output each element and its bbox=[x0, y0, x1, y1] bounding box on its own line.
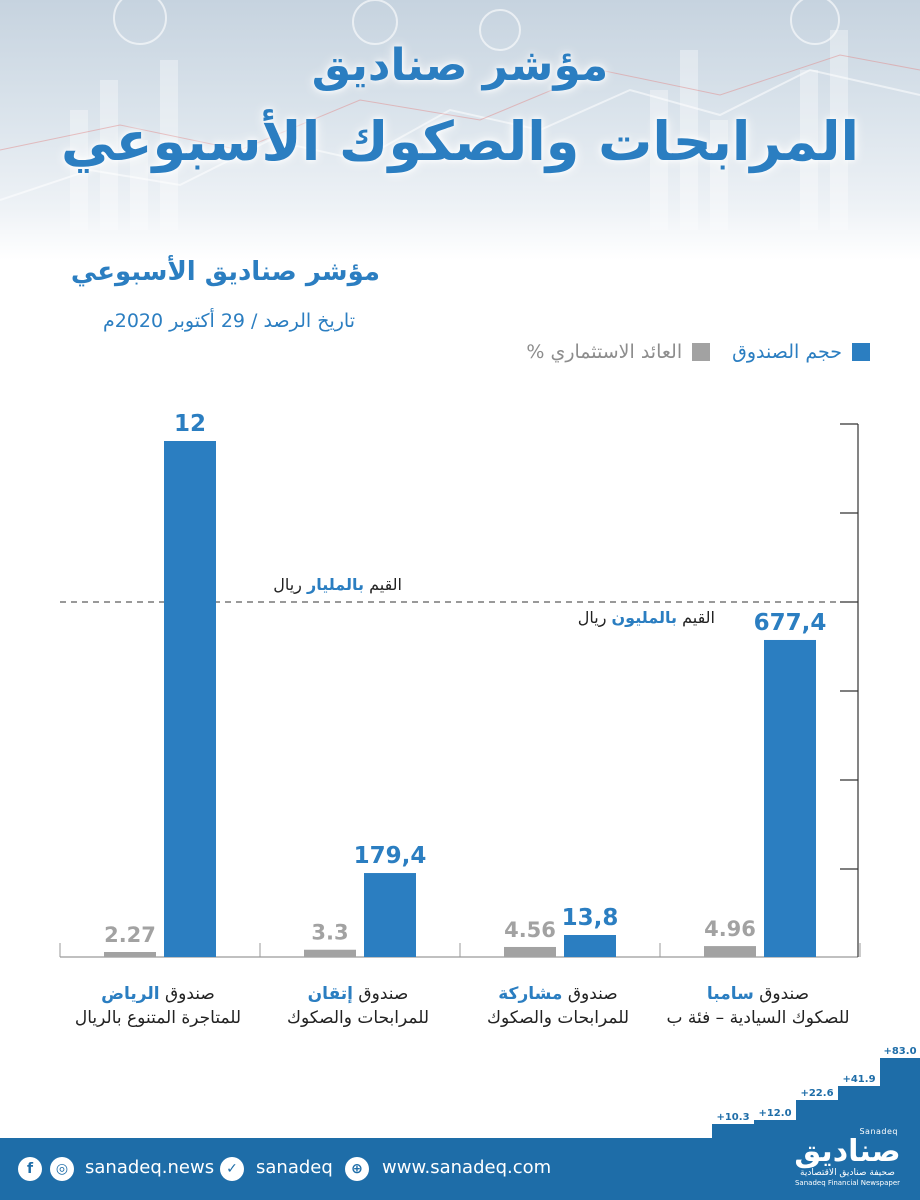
logo-tagline-en: Sanadeq Financial Newspaper bbox=[794, 1179, 901, 1187]
return-bar-label: 4.96 bbox=[704, 917, 756, 941]
fund-label-riyad-name: الرياض bbox=[101, 984, 160, 1004]
hero-banner: مؤشر صناديق المرابحات والصكوك الأسبوعي bbox=[0, 0, 920, 260]
fund-size-bar bbox=[364, 873, 416, 957]
scale-note-billion-unit: بالمليار bbox=[306, 575, 365, 594]
twitter-handle[interactable]: sanadeq bbox=[256, 1157, 333, 1178]
fund-label-musharaka-prefix: صندوق bbox=[567, 984, 618, 1004]
fund-size-bar bbox=[764, 639, 816, 957]
social-handle[interactable]: sanadeq.news bbox=[85, 1157, 215, 1178]
finance-background-art bbox=[0, 0, 920, 230]
stair-step-label: +12.0 bbox=[758, 1108, 791, 1119]
stair-step bbox=[754, 1120, 796, 1138]
fund-label-itqan-line1: صندوق إتقان bbox=[258, 982, 458, 1006]
fund-label-samba-line2: للصكوك السيادية – فئة ب bbox=[666, 1008, 850, 1028]
stair-step-label: +10.3 bbox=[716, 1112, 749, 1123]
stair-step bbox=[838, 1086, 880, 1138]
fund-label-musharaka-line2: للمرابحات والصكوك bbox=[486, 1008, 630, 1028]
return-bar bbox=[704, 946, 756, 957]
fund-label-samba-prefix: صندوق bbox=[759, 984, 810, 1004]
scale-note-million-unit: بالمليون bbox=[611, 608, 678, 627]
stair-step-label: +41.9 bbox=[842, 1074, 875, 1085]
legend-item-return: العائد الاستثماري % bbox=[526, 341, 711, 363]
return-bar-label: 2.27 bbox=[104, 923, 156, 947]
stair-step-label: +83.0 bbox=[883, 1046, 916, 1057]
globe-icon[interactable]: ⊕ bbox=[345, 1157, 369, 1181]
fund-label-itqan-name: إتقان bbox=[307, 984, 354, 1004]
scale-note-million-suffix: ريال bbox=[577, 608, 607, 627]
fund-size-bar-label: 13,8 bbox=[562, 905, 619, 931]
chart-legend: حجم الصندوق العائد الاستثماري % bbox=[504, 341, 870, 363]
fund-label-itqan-line2: للمرابحات والصكوك bbox=[286, 1008, 430, 1028]
return-bar bbox=[304, 949, 356, 957]
sanadeq-logo: Sanadeq صناديق صحيفة صناديق الاقتصادية S… bbox=[785, 1127, 910, 1188]
fund-label-samba-line1: صندوق سامبا bbox=[658, 982, 858, 1006]
fund-label-riyad: صندوق الرياض للمتاجرة المتنوع بالريال bbox=[58, 982, 258, 1030]
fund-label-riyad-line2: للمتاجرة المتنوع بالريال bbox=[74, 1008, 242, 1028]
scale-note-million-prefix: القيم bbox=[682, 608, 715, 627]
fund-size-bar-label: 677,4 bbox=[754, 610, 827, 636]
stair-step bbox=[796, 1100, 838, 1138]
logo-name-ar: صناديق bbox=[794, 1134, 901, 1169]
scale-note-billion-suffix: ريال bbox=[273, 575, 302, 594]
return-bar bbox=[104, 952, 156, 957]
facebook-icon[interactable]: f bbox=[18, 1157, 42, 1181]
footer-bar: f ◎ sanadeq.news ✓ sanadeq ⊕ www.sanadeq… bbox=[0, 1138, 920, 1200]
fund-label-musharaka: صندوق مشاركة للمرابحات والصكوك bbox=[458, 982, 658, 1030]
scale-note-billion: القيم بالمليار ريال bbox=[273, 575, 402, 594]
legend-label-size: حجم الصندوق bbox=[732, 341, 842, 363]
legend-swatch-return bbox=[692, 343, 711, 361]
fund-label-itqan: صندوق إتقان للمرابحات والصكوك bbox=[258, 982, 458, 1030]
instagram-icon[interactable]: ◎ bbox=[50, 1157, 74, 1181]
fund-size-bar-label: 179,4 bbox=[354, 843, 427, 869]
page-title-line-1: مؤشر صناديق bbox=[311, 40, 609, 91]
scale-note-billion-prefix: القيم bbox=[369, 575, 402, 594]
stair-step bbox=[880, 1058, 920, 1138]
stair-step-label: +22.6 bbox=[800, 1088, 833, 1099]
legend-item-size: حجم الصندوق bbox=[732, 341, 870, 363]
fund-size-bar bbox=[164, 441, 216, 957]
fund-label-musharaka-line1: صندوق مشاركة bbox=[458, 982, 658, 1006]
return-bar-label: 4.56 bbox=[504, 918, 556, 942]
fund-size-bar bbox=[564, 935, 616, 957]
stair-step bbox=[712, 1124, 754, 1138]
page-title-line-2: المرابحات والصكوك الأسبوعي bbox=[61, 110, 859, 173]
legend-swatch-size bbox=[852, 343, 870, 361]
fund-label-riyad-line1: صندوق الرياض bbox=[58, 982, 258, 1006]
fund-label-samba: صندوق سامبا للصكوك السيادية – فئة ب bbox=[658, 982, 858, 1030]
logo-name-en: Sanadeq bbox=[859, 1127, 898, 1136]
fund-label-itqan-prefix: صندوق bbox=[358, 984, 409, 1004]
fund-label-musharaka-name: مشاركة bbox=[498, 984, 563, 1004]
chart-title: مؤشر صناديق الأسبوعي bbox=[70, 257, 380, 287]
twitter-icon[interactable]: ✓ bbox=[220, 1157, 244, 1181]
fund-label-samba-name: سامبا bbox=[706, 984, 754, 1004]
observation-date: تاريخ الرصد / 29 أكتوبر 2020م bbox=[102, 310, 355, 332]
return-bar-label: 3.3 bbox=[311, 921, 348, 945]
fund-bar-chart: 2.27 3.3 4.56 4.96 12 179,4 13,8 677,4 bbox=[59, 411, 861, 958]
scale-note-million: القيم بالمليون ريال bbox=[578, 608, 715, 627]
fund-label-riyad-prefix: صندوق bbox=[164, 984, 215, 1004]
return-bar bbox=[504, 946, 556, 957]
website-link[interactable]: www.sanadeq.com bbox=[382, 1157, 552, 1178]
fund-size-bar-label: 12 bbox=[174, 411, 206, 437]
logo-tagline-ar: صحيفة صناديق الاقتصادية bbox=[800, 1168, 895, 1178]
legend-label-return: العائد الاستثماري % bbox=[526, 341, 683, 363]
